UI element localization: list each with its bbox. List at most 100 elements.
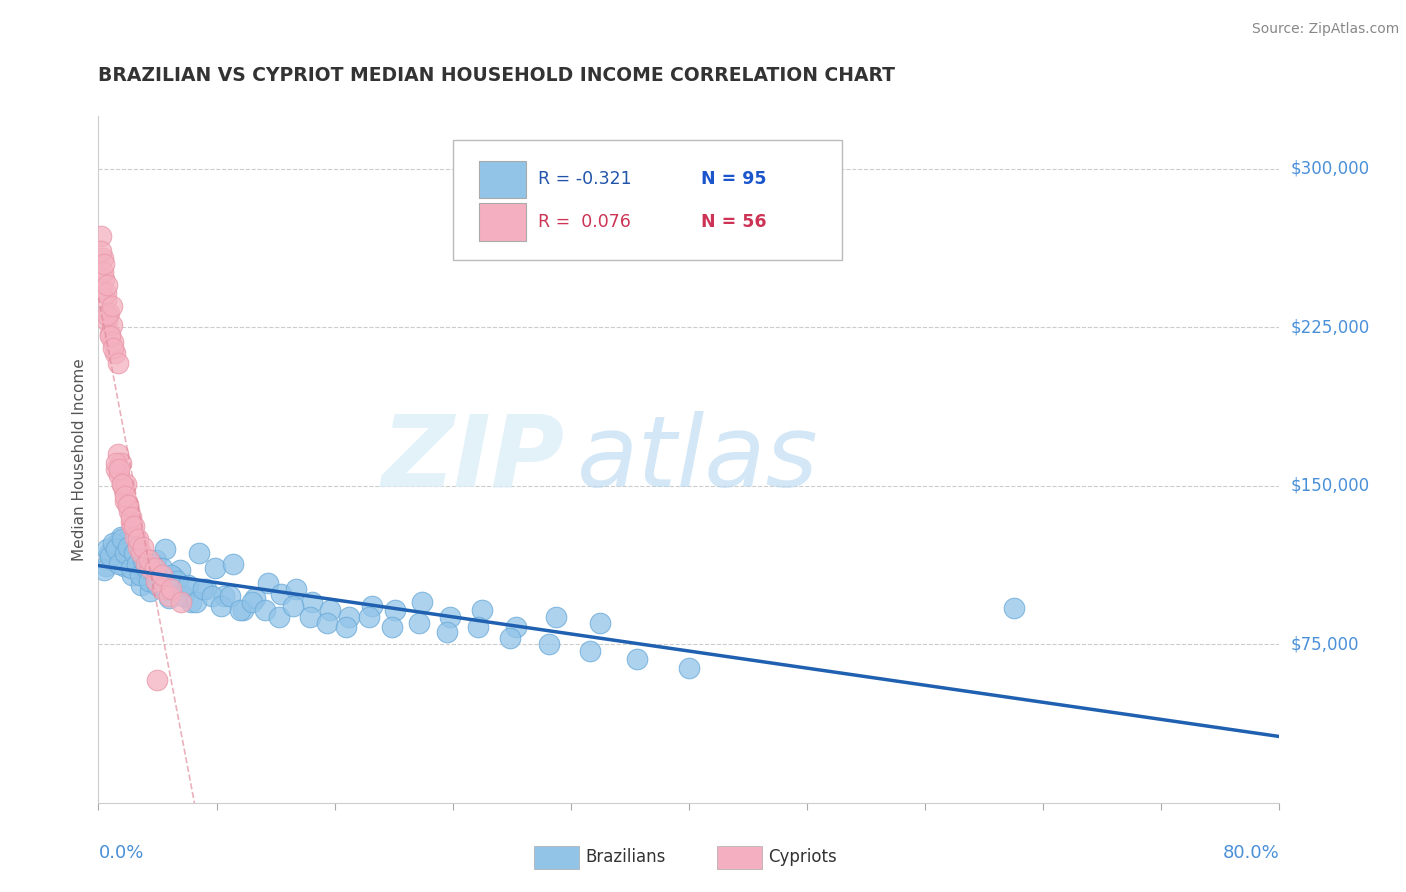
Point (117, 498, 139, 512)
Point (408, 616, 430, 631)
Point (257, 576, 280, 591)
Point (172, 589, 194, 603)
Point (124, 529, 146, 543)
Text: R = -0.321: R = -0.321 (537, 170, 631, 188)
FancyBboxPatch shape (453, 140, 842, 260)
Point (114, 489, 136, 503)
Text: R =  0.076: R = 0.076 (537, 212, 631, 231)
Point (104, 538, 127, 552)
Point (184, 595, 207, 609)
Point (121, 519, 143, 533)
Point (187, 546, 209, 560)
Point (112, 559, 135, 574)
Point (150, 561, 173, 575)
Point (93, 563, 115, 577)
Point (381, 620, 404, 634)
Point (136, 569, 159, 583)
Point (138, 553, 160, 567)
Point (107, 356, 129, 370)
Point (125, 557, 148, 571)
Point (157, 591, 180, 605)
Point (499, 631, 522, 645)
Point (107, 447, 129, 461)
Point (129, 578, 152, 592)
Text: ZIP: ZIP (382, 411, 565, 508)
Point (94, 286, 117, 301)
Point (127, 561, 149, 575)
Point (122, 519, 145, 533)
Point (316, 616, 339, 631)
Point (108, 468, 131, 483)
Point (138, 574, 160, 588)
Point (439, 610, 461, 624)
Point (222, 557, 245, 571)
Point (177, 578, 200, 592)
Point (121, 567, 143, 582)
Point (467, 620, 489, 634)
Point (108, 557, 131, 571)
Point (110, 529, 132, 543)
Point (204, 561, 226, 575)
Point (319, 603, 342, 617)
Point (104, 345, 127, 359)
Point (117, 498, 139, 512)
Text: Cypriots: Cypriots (768, 848, 837, 866)
Point (107, 544, 129, 558)
Point (270, 586, 292, 600)
Y-axis label: Median Household Income: Median Household Income (72, 358, 87, 561)
Point (139, 561, 162, 575)
Text: $150,000: $150,000 (1291, 477, 1369, 495)
Point (544, 610, 567, 624)
Text: N = 56: N = 56 (700, 212, 766, 231)
Point (166, 574, 188, 588)
Text: N = 95: N = 95 (700, 170, 766, 188)
FancyBboxPatch shape (478, 203, 526, 241)
Text: atlas: atlas (576, 411, 818, 508)
Point (96, 278, 118, 293)
Point (163, 569, 186, 583)
Point (111, 532, 134, 546)
Point (139, 584, 162, 599)
Point (127, 532, 149, 546)
Point (105, 462, 128, 476)
Point (411, 595, 433, 609)
Point (135, 557, 157, 571)
Point (96, 542, 118, 557)
Text: $75,000: $75,000 (1291, 635, 1360, 653)
Point (141, 557, 163, 571)
Point (129, 546, 152, 560)
Point (103, 335, 125, 350)
Point (118, 549, 141, 563)
Text: $225,000: $225,000 (1291, 318, 1369, 336)
Point (127, 540, 149, 554)
Point (229, 603, 252, 617)
Point (91, 265, 114, 279)
Point (195, 582, 218, 597)
Point (537, 637, 560, 651)
Point (436, 624, 458, 639)
Point (159, 582, 181, 597)
Point (105, 542, 128, 557)
Text: 80.0%: 80.0% (1223, 844, 1279, 862)
Point (1002, 601, 1025, 615)
Point (357, 610, 380, 624)
Point (90, 244, 112, 259)
Point (243, 591, 266, 605)
Point (98, 328, 121, 343)
Point (97, 305, 120, 319)
Point (678, 660, 700, 674)
Point (145, 574, 167, 588)
Point (180, 595, 202, 609)
Point (100, 318, 122, 333)
Point (335, 620, 357, 634)
Point (120, 515, 142, 529)
Point (105, 456, 128, 470)
Point (159, 567, 181, 582)
Point (98, 549, 121, 563)
Point (100, 553, 122, 567)
Point (240, 595, 263, 609)
Text: Brazilians: Brazilians (585, 848, 665, 866)
Point (132, 540, 155, 554)
Point (153, 542, 176, 557)
Point (142, 563, 165, 577)
